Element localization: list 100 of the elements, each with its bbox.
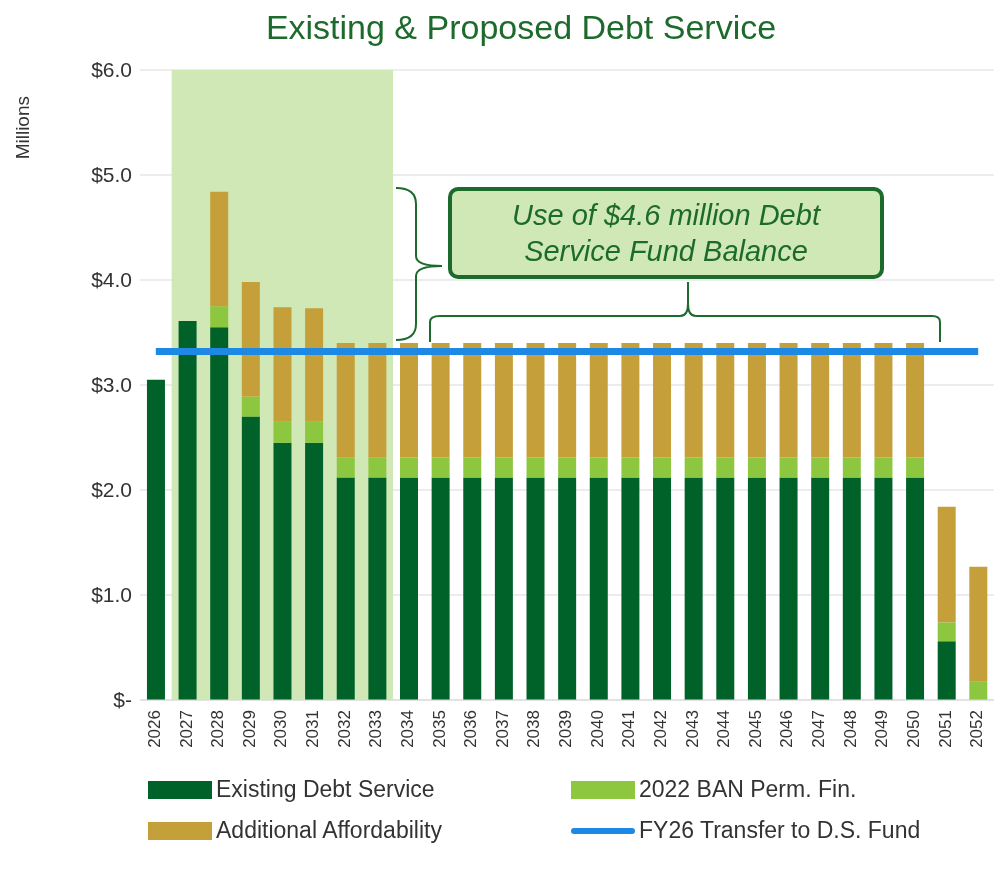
bar	[684, 477, 703, 700]
bar	[558, 343, 577, 458]
y-tick-label: $5.0	[91, 163, 132, 187]
x-tick-label: 2051	[935, 710, 955, 748]
x-tick-label: 2026	[144, 710, 164, 748]
bar	[937, 641, 956, 700]
bar	[241, 396, 260, 417]
y-tick-label: $2.0	[91, 478, 132, 502]
bar	[463, 477, 482, 700]
bar	[653, 477, 672, 700]
bar	[779, 457, 798, 478]
bar	[716, 457, 735, 478]
x-tick-label: 2044	[714, 710, 734, 748]
x-tick-label: 2031	[303, 710, 323, 748]
x-tick-label: 2049	[872, 710, 892, 748]
x-tick-label: 2034	[397, 710, 417, 748]
x-tick-label: 2052	[967, 710, 987, 748]
bar	[874, 343, 893, 458]
bar	[210, 306, 229, 328]
legend-label: FY26 Transfer to D.S. Fund	[639, 817, 921, 844]
bar	[273, 442, 292, 700]
bar	[494, 477, 513, 700]
bar	[842, 477, 861, 700]
bar	[747, 477, 766, 700]
bar	[937, 506, 956, 623]
bar	[621, 477, 640, 700]
bar	[684, 457, 703, 478]
bar	[210, 191, 229, 307]
bar	[241, 282, 260, 397]
bar	[273, 307, 292, 422]
bar	[494, 343, 513, 458]
bar	[431, 477, 450, 700]
chart-title: Existing & Proposed Debt Service	[264, 8, 778, 48]
bar	[811, 477, 830, 700]
bar	[178, 320, 197, 700]
bar	[146, 379, 165, 700]
y-axis-title: Millions	[12, 96, 34, 160]
y-tick-label: $3.0	[91, 373, 132, 397]
x-tick-label: 2033	[366, 710, 386, 748]
bar	[400, 457, 418, 478]
legend-label: Additional Affordability	[216, 817, 442, 844]
x-tick-label: 2045	[745, 710, 765, 748]
bar	[621, 343, 640, 458]
x-tick-label: 2041	[619, 710, 639, 748]
bar	[874, 477, 893, 700]
bar	[589, 477, 608, 700]
bar	[906, 343, 925, 458]
bar	[463, 343, 482, 458]
bar	[779, 477, 798, 700]
x-tick-label: 2046	[777, 710, 797, 748]
bar	[716, 343, 735, 458]
x-tick-label: 2048	[840, 710, 860, 748]
x-tick-label: 2029	[239, 710, 259, 748]
bar	[400, 343, 418, 458]
bar	[842, 457, 861, 478]
bar	[368, 457, 387, 478]
bar	[589, 343, 608, 458]
bar	[368, 343, 387, 458]
x-tick-label: 2028	[208, 710, 228, 748]
bar	[526, 457, 545, 478]
x-tick-label: 2050	[904, 710, 923, 748]
bar	[336, 457, 355, 478]
bar	[431, 343, 450, 458]
bar	[558, 477, 577, 700]
bar	[906, 477, 925, 700]
bar	[779, 343, 798, 458]
legend-label: Existing Debt Service	[216, 776, 435, 803]
bar	[589, 457, 608, 478]
bar	[811, 457, 830, 478]
bar	[463, 457, 482, 478]
bar	[336, 343, 355, 458]
bar	[684, 343, 703, 458]
y-tick-label: $-	[113, 688, 132, 712]
x-tick-label: 2035	[429, 710, 449, 748]
bar	[621, 457, 640, 478]
x-tick-label: 2042	[650, 710, 670, 748]
bar	[937, 622, 956, 642]
x-tick-label: 2039	[556, 710, 576, 748]
bar	[969, 566, 988, 682]
bar	[747, 343, 766, 458]
callout-box: Use of $4.6 million Debt Service Fund Balance	[448, 187, 884, 279]
bar	[558, 457, 577, 478]
bar	[842, 343, 861, 458]
bar	[874, 457, 893, 478]
bar	[653, 343, 672, 458]
bar	[494, 457, 513, 478]
x-tick-label: 2043	[682, 710, 702, 748]
x-tick-label: 2030	[271, 710, 291, 748]
bar	[526, 477, 545, 700]
bar	[305, 442, 324, 700]
x-tick-label: 2037	[492, 710, 512, 748]
bar	[653, 457, 672, 478]
bar	[526, 343, 545, 458]
bar	[368, 477, 387, 700]
y-tick-label: $6.0	[91, 58, 132, 82]
bar	[431, 457, 450, 478]
legend-label: 2022 BAN Perm. Fin.	[639, 776, 857, 803]
bar	[305, 421, 324, 443]
y-tick-label: $1.0	[91, 583, 132, 607]
x-tick-label: 2038	[524, 710, 544, 748]
